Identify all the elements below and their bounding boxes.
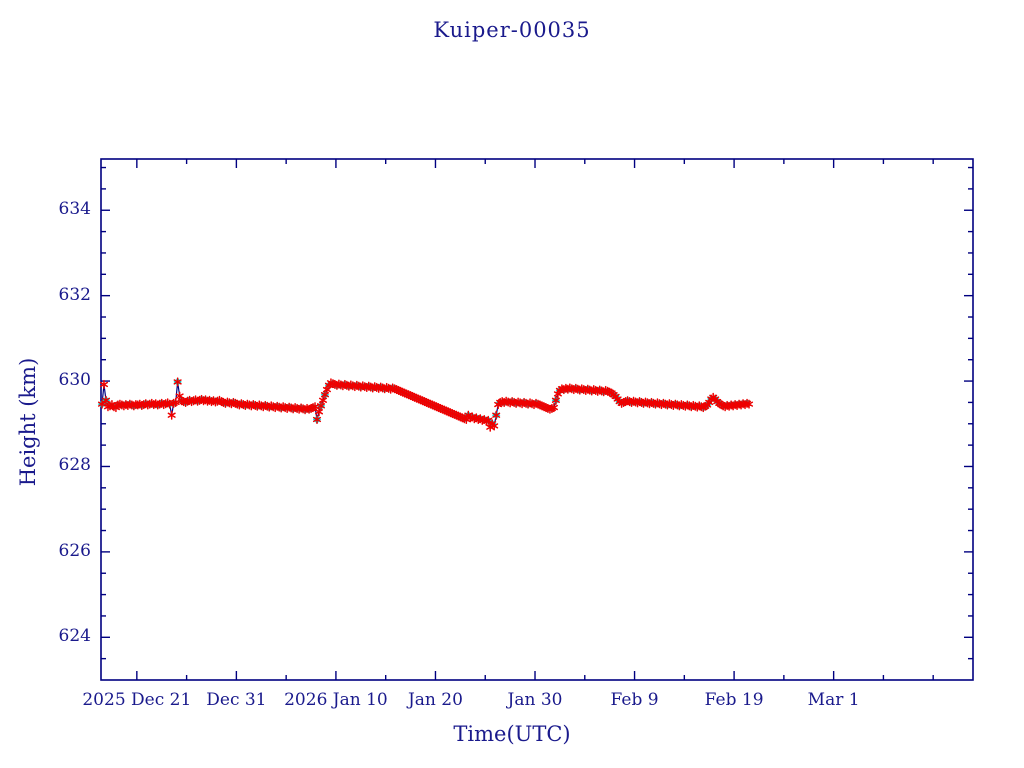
axes-frame	[100, 158, 974, 681]
y-tick-label: 626	[58, 540, 91, 561]
x-tick-label: Jan 20	[407, 690, 463, 710]
x-tick-label: Jan 30	[507, 690, 563, 710]
x-tick-label: 2026 Jan 10	[284, 690, 388, 710]
x-tick-label: Mar 1	[807, 690, 860, 710]
y-axis-title: Height (km)	[16, 357, 40, 487]
height-red-markers-series	[97, 377, 754, 432]
chart-title: Kuiper-00035	[433, 18, 591, 42]
axis-ticks	[101, 159, 973, 680]
x-tick-label: Dec 31	[206, 690, 267, 710]
x-axis-title: Time(UTC)	[453, 722, 571, 746]
y-tick-label: 628	[58, 455, 91, 476]
x-tick-label: 2025 Dec 21	[82, 690, 192, 710]
y-tick-label: 634	[58, 199, 91, 220]
y-tick-label: 630	[58, 370, 91, 391]
y-tick-label: 624	[58, 626, 91, 647]
x-tick-label: Feb 19	[704, 690, 764, 710]
x-tick-label: Feb 9	[610, 690, 659, 710]
y-tick-label: 632	[58, 284, 91, 305]
